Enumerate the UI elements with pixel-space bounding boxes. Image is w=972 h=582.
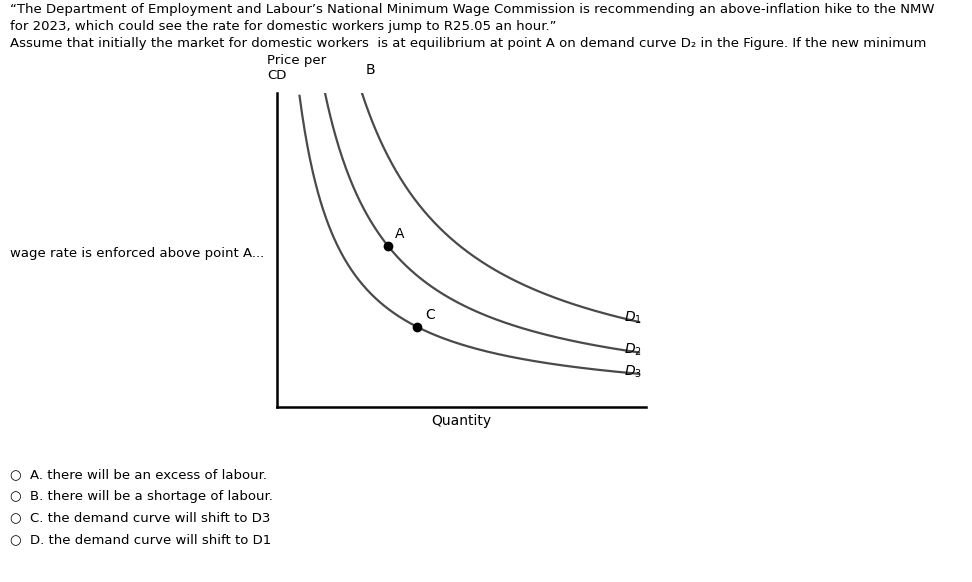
Text: for 2023, which could see the rate for domestic workers jump to R25.05 an hour.”: for 2023, which could see the rate for d…: [10, 20, 556, 33]
Text: C: C: [425, 308, 434, 322]
Text: B: B: [365, 63, 375, 77]
Text: Assume that initially the market for domestic workers  is at equilibrium at poin: Assume that initially the market for dom…: [10, 37, 926, 49]
Text: ○  B. there will be a shortage of labour.: ○ B. there will be a shortage of labour.: [10, 490, 272, 503]
Text: ○  A. there will be an excess of labour.: ○ A. there will be an excess of labour.: [10, 469, 266, 481]
Text: ○  D. the demand curve will shift to D1: ○ D. the demand curve will shift to D1: [10, 533, 271, 546]
Text: CD: CD: [267, 69, 287, 81]
Text: ○  C. the demand curve will shift to D3: ○ C. the demand curve will shift to D3: [10, 512, 270, 524]
Text: $D_2$: $D_2$: [624, 342, 642, 358]
Text: $D_3$: $D_3$: [624, 364, 642, 380]
Text: “The Department of Employment and Labour’s National Minimum Wage Commission is r: “The Department of Employment and Labour…: [10, 3, 934, 16]
Text: A: A: [396, 227, 404, 241]
Text: $D_1$: $D_1$: [624, 310, 642, 326]
X-axis label: Quantity: Quantity: [432, 414, 492, 428]
Text: Price per: Price per: [267, 54, 327, 66]
Text: wage rate is enforced above point A...: wage rate is enforced above point A...: [10, 247, 264, 260]
